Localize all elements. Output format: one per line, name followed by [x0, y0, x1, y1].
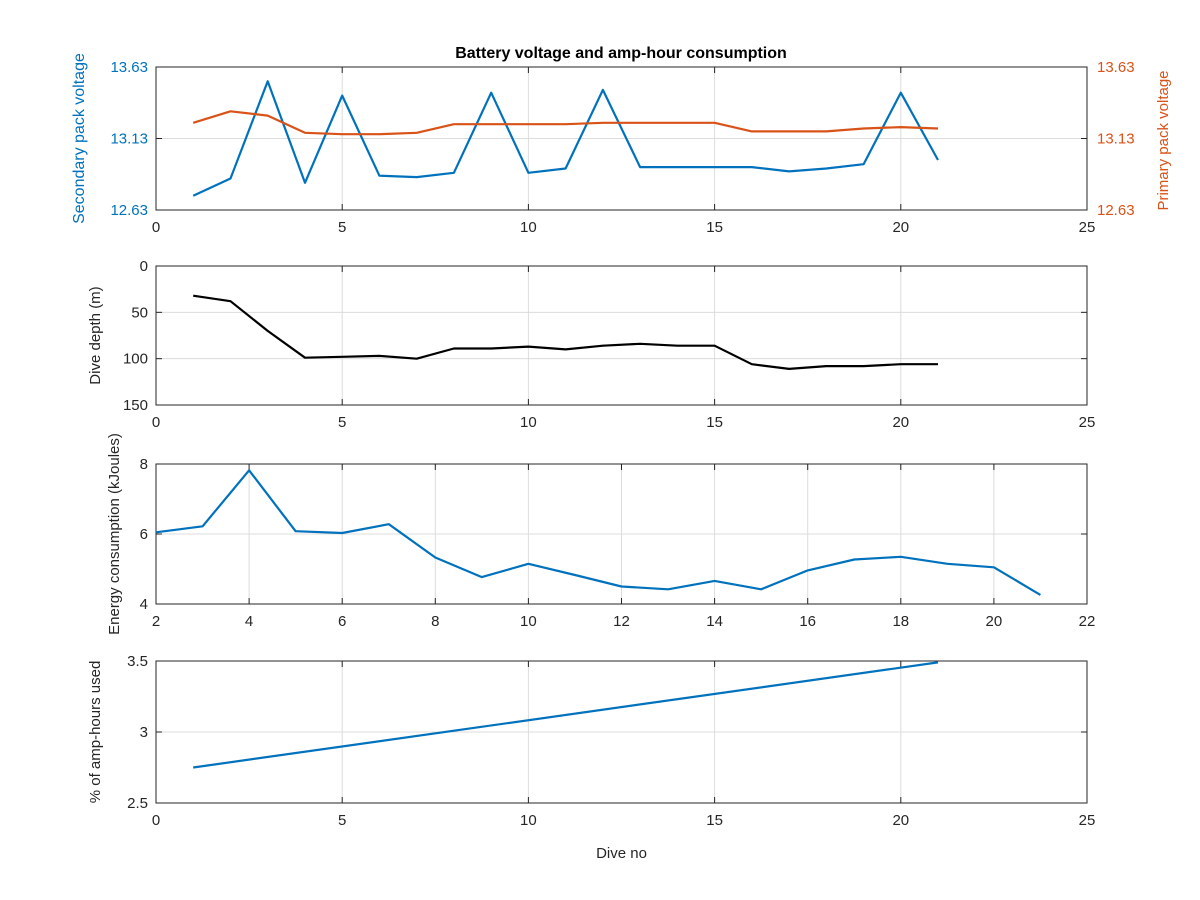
y-tick-label: 13.63: [110, 59, 148, 76]
x-tick-label: 4: [245, 613, 253, 630]
x-tick-label: 10: [520, 414, 537, 431]
x-tick-label: 15: [706, 414, 723, 431]
x-tick-label: 18: [892, 613, 909, 630]
x-tick-label: 20: [986, 613, 1003, 630]
y-axis-label: Secondary pack voltage: [71, 53, 88, 224]
x-tick-label: 5: [338, 812, 346, 829]
panel-4: 0 5 10 15 20 25 2.5 3 3.5 % of amp-hours used Dive…: [87, 653, 1095, 862]
axes-frame: [155, 265, 1088, 406]
x-tick-label: 6: [338, 613, 346, 630]
y-tick-label: 100: [123, 351, 148, 368]
series-line-1: [193, 661, 939, 769]
x-tick-label: 20: [892, 414, 909, 431]
y-axis-label: Dive depth (m): [87, 286, 104, 384]
x-tick-label: 15: [706, 812, 723, 829]
x-tick-label: 15: [706, 219, 723, 236]
y-tick-label: 150: [123, 397, 148, 414]
x-tick-label: 10: [520, 613, 537, 630]
y-axis-label: % of amp-hours used: [87, 661, 104, 804]
x-tick-label: 0: [152, 414, 160, 431]
y-tick-label: 0: [140, 258, 148, 275]
x-axis-label: Dive no: [596, 845, 647, 862]
panel-2: 0 5 10 15 20 25 0 50 100 150 Dive depth (m): [87, 258, 1095, 431]
x-tick-label: 0: [152, 812, 160, 829]
figure-title: Battery voltage and amp-hour consumption: [455, 45, 787, 62]
y-tick-label: 4: [140, 596, 148, 613]
y-tick-label: 13.13: [110, 131, 148, 148]
y-tick-label: 12.63: [110, 202, 148, 219]
x-tick-label: 5: [338, 219, 346, 236]
x-tick-label: 22: [1079, 613, 1096, 630]
x-tick-label: 14: [706, 613, 723, 630]
x-tick-label: 8: [431, 613, 439, 630]
panels: 0 5 10 15 20 2512.6313.1313.6312.6313.1313.63…: [71, 53, 1172, 862]
x-tick-label: 20: [892, 812, 909, 829]
y-right-axis-label: Primary pack voltage: [1155, 70, 1172, 210]
series-line-1: [155, 469, 1041, 596]
x-tick-label: 25: [1079, 414, 1096, 431]
x-tick-label: 25: [1079, 812, 1096, 829]
x-tick-label: 16: [799, 613, 816, 630]
x-tick-label: 12: [613, 613, 630, 630]
x-tick-label: 5: [338, 414, 346, 431]
series-line-2: [192, 110, 939, 136]
y-tick-label: 2.5: [127, 795, 148, 812]
x-tick-label: 25: [1079, 219, 1096, 236]
series-line-1: [192, 80, 939, 197]
y-tick-label: 8: [140, 456, 148, 473]
series-line-1: [193, 294, 938, 370]
x-tick-label: 2: [152, 613, 160, 630]
panel-1: 0 5 10 15 20 2512.6313.1313.6312.6313.1313.63…: [71, 53, 1172, 236]
x-tick-label: 20: [892, 219, 909, 236]
y-tick-label: 3: [140, 724, 148, 741]
y-tick-label: 3.5: [127, 653, 148, 670]
x-tick-label: 10: [520, 219, 537, 236]
x-tick-label: 0: [152, 219, 160, 236]
y-right-tick-label: 13.63: [1097, 59, 1135, 76]
y-right-tick-label: 13.13: [1097, 131, 1135, 148]
y-axis-label: Energy consumption (kJoules): [106, 433, 123, 635]
y-tick-label: 6: [140, 526, 148, 543]
y-tick-label: 50: [131, 304, 148, 321]
y-right-tick-label: 12.63: [1097, 202, 1135, 219]
x-tick-label: 10: [520, 812, 537, 829]
